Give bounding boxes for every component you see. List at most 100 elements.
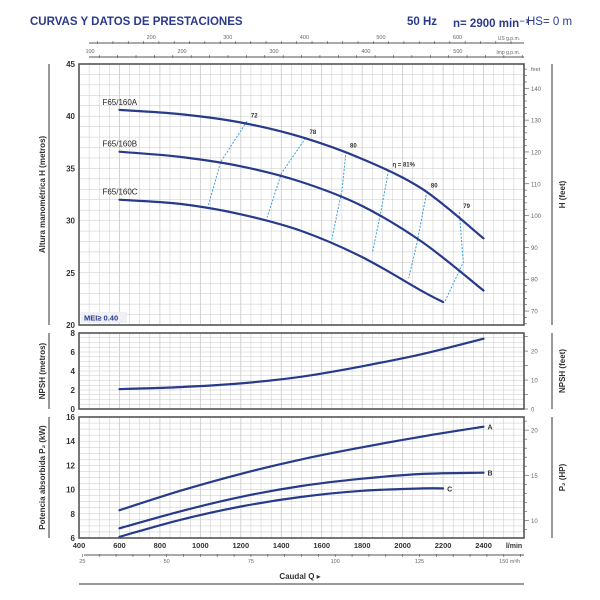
speed-label: n= 2900 min⁻¹	[453, 18, 530, 30]
bottom-tick-label-m3h: 75	[248, 559, 254, 565]
y-tick-label: 35	[66, 164, 75, 173]
x-tick-label: 1400	[273, 541, 290, 550]
series-label: B	[488, 471, 493, 478]
bottom-tick-label-m3h: 50	[164, 559, 170, 565]
y-right-tick-label: 10	[531, 379, 538, 385]
efficiency-label: 72	[251, 113, 258, 119]
y-tick-label: 6	[71, 534, 76, 543]
y-tick-label: 25	[66, 269, 75, 278]
x-unit-label: l/min	[506, 543, 522, 550]
mei-annotation: MEI≥ 0.40	[84, 314, 118, 323]
bottom-tick-label-m3h: 100	[331, 559, 340, 565]
top-axis-imp-unit: Imp g.p.m.	[496, 50, 520, 56]
efficiency-label: 80	[431, 183, 438, 189]
efficiency-line-0	[208, 121, 248, 206]
y-right-tick-label: 15	[531, 474, 538, 480]
y-tick-label: 8	[71, 510, 76, 519]
efficiency-label: 79	[463, 204, 470, 210]
series-line-c	[118, 487, 445, 538]
series-line-f65160c	[118, 198, 445, 304]
y-right-tick-label: 100	[531, 214, 542, 220]
y-tick-label: 40	[66, 112, 75, 121]
annotation-box	[81, 312, 127, 323]
x-tick-label: 1800	[354, 541, 371, 550]
series-label: F65/160A	[102, 98, 137, 107]
y-tick-label: 16	[66, 413, 75, 422]
bottom-tick-label-m3h: 25	[79, 559, 85, 565]
x-tick-label: 1200	[232, 541, 249, 550]
y-tick-label: 4	[71, 367, 76, 376]
plot-frame	[78, 63, 525, 326]
y-right-unit: feet	[531, 67, 541, 73]
bottom-tick-label-m3h: 125	[415, 559, 424, 565]
efficiency-line-5	[444, 212, 464, 302]
top-tick-label-imp: 400	[361, 49, 370, 55]
series-label: F65/160B	[102, 140, 137, 149]
top-tick-label-imp: 500	[453, 49, 462, 55]
top-tick-label-us: 600	[453, 35, 462, 41]
panel-1	[48, 332, 553, 410]
y-right-axis-title: H (feet)	[558, 180, 567, 208]
series-line-a	[118, 425, 485, 512]
y-tick-label: 30	[66, 217, 75, 226]
y-tick-label: 14	[66, 437, 75, 446]
y-tick-label: 2	[71, 386, 76, 395]
series-label: C	[447, 486, 452, 493]
y-right-tick-label: 130	[531, 119, 542, 125]
panel-2	[48, 416, 553, 585]
frequency-label: 50 Hz	[407, 16, 438, 28]
y-tick-label: 45	[66, 60, 75, 69]
plot-frame	[78, 332, 525, 410]
y-tick-label: 8	[71, 329, 76, 338]
y-right-tick-label: 10	[531, 519, 538, 525]
y-tick-label: 0	[71, 405, 76, 414]
y-tick-label: 20	[66, 321, 75, 330]
bottom-axis-m3h-unit: m³/h	[510, 559, 520, 565]
series-label: F65/160C	[102, 188, 137, 197]
top-tick-label-us: 400	[300, 35, 309, 41]
efficiency-line-2	[331, 151, 347, 240]
y-tick-label: 12	[66, 461, 75, 470]
y-right-tick-label: 110	[531, 182, 541, 188]
top-tick-label-imp: 200	[177, 49, 186, 55]
y-axis-title: Altura manométrica H (metros)	[38, 135, 47, 253]
efficiency-line-1	[266, 137, 306, 218]
x-tick-label: 2000	[394, 541, 411, 550]
efficiency-label: η = 81%	[392, 162, 415, 168]
y-right-tick-label: 80	[531, 278, 538, 284]
series-line-f65160b	[118, 150, 485, 292]
y-axis-title: Potencia absorbida P₂ (kW)	[38, 425, 47, 530]
x-tick-label: 1000	[192, 541, 209, 550]
bottom-tick-label-m3h: 150	[499, 559, 508, 565]
y-right-tick-label: 120	[531, 150, 542, 156]
top-tick-label-imp: 300	[269, 49, 278, 55]
x-tick-label: 1600	[313, 541, 330, 550]
x-tick-label: 800	[154, 541, 167, 550]
series-line-f65160a	[118, 108, 485, 240]
x-tick-label: 600	[113, 541, 126, 550]
plot-frame	[78, 416, 525, 539]
chart-title: CURVAS Y DATOS DE PRESTACIONES	[30, 16, 243, 28]
efficiency-line-4	[408, 191, 428, 279]
y-axis-title: NPSH (metros)	[38, 342, 47, 399]
top-tick-label-imp: 100	[85, 49, 94, 55]
x-axis-title: Caudal Q ▸	[279, 572, 320, 581]
y-right-tick-label: 140	[531, 87, 542, 93]
efficiency-label: 80	[350, 144, 357, 150]
y-right-tick-label: 20	[531, 429, 538, 435]
top-tick-label-us: 300	[223, 35, 232, 41]
top-axis-us-unit: US g.p.m.	[498, 36, 520, 42]
y-right-tick-label: 90	[531, 246, 538, 252]
y-right-axis-title: NPSH (feet)	[558, 349, 567, 393]
y-tick-label: 10	[66, 486, 75, 495]
efficiency-label: 78	[310, 130, 317, 136]
series-line-b	[118, 471, 485, 530]
top-tick-label-us: 500	[376, 35, 385, 41]
series-label: A	[488, 425, 493, 432]
series-line-npsh	[118, 337, 485, 391]
top-tick-label-us: 200	[147, 35, 156, 41]
x-tick-label: 2200	[435, 541, 452, 550]
y-right-axis-title: P₂ (HP)	[558, 463, 567, 491]
y-right-tick-label: 20	[531, 350, 538, 356]
